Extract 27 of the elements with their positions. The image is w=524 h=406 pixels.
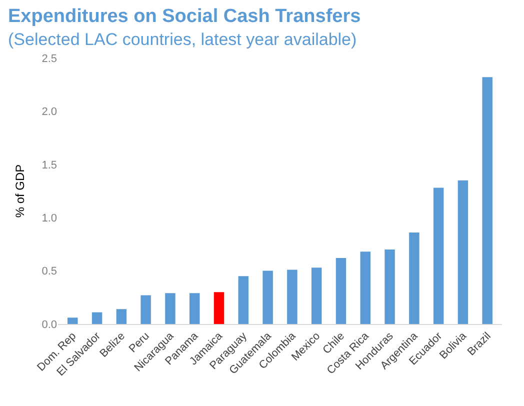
bar — [311, 268, 322, 324]
bar — [458, 180, 468, 324]
bar — [68, 318, 78, 324]
bar — [189, 293, 200, 324]
y-axis-title: % of GDP — [13, 164, 27, 218]
bar — [433, 188, 444, 324]
bar — [336, 258, 346, 324]
y-tick-label: 2.5 — [42, 52, 57, 65]
bar — [92, 312, 102, 324]
chart-title: Expenditures on Social Cash Transfers — [7, 5, 362, 28]
bar — [116, 309, 127, 324]
y-tick-label: 0.0 — [42, 318, 57, 331]
y-tick-label: 2.0 — [42, 106, 57, 118]
bar — [482, 77, 492, 324]
bar — [214, 292, 224, 324]
y-tick-label: 0.5 — [42, 266, 57, 278]
bar — [384, 250, 395, 324]
bar — [409, 232, 420, 324]
y-tick-label: 1.0 — [42, 212, 57, 224]
bar — [287, 270, 298, 324]
bar — [238, 276, 249, 324]
bar — [360, 252, 371, 324]
chart-subtitle: (Selected LAC countries, latest year available) — [7, 29, 358, 50]
bar — [140, 295, 151, 324]
bar — [165, 293, 176, 324]
y-tick-label: 1.5 — [42, 159, 57, 172]
bar — [262, 270, 273, 324]
